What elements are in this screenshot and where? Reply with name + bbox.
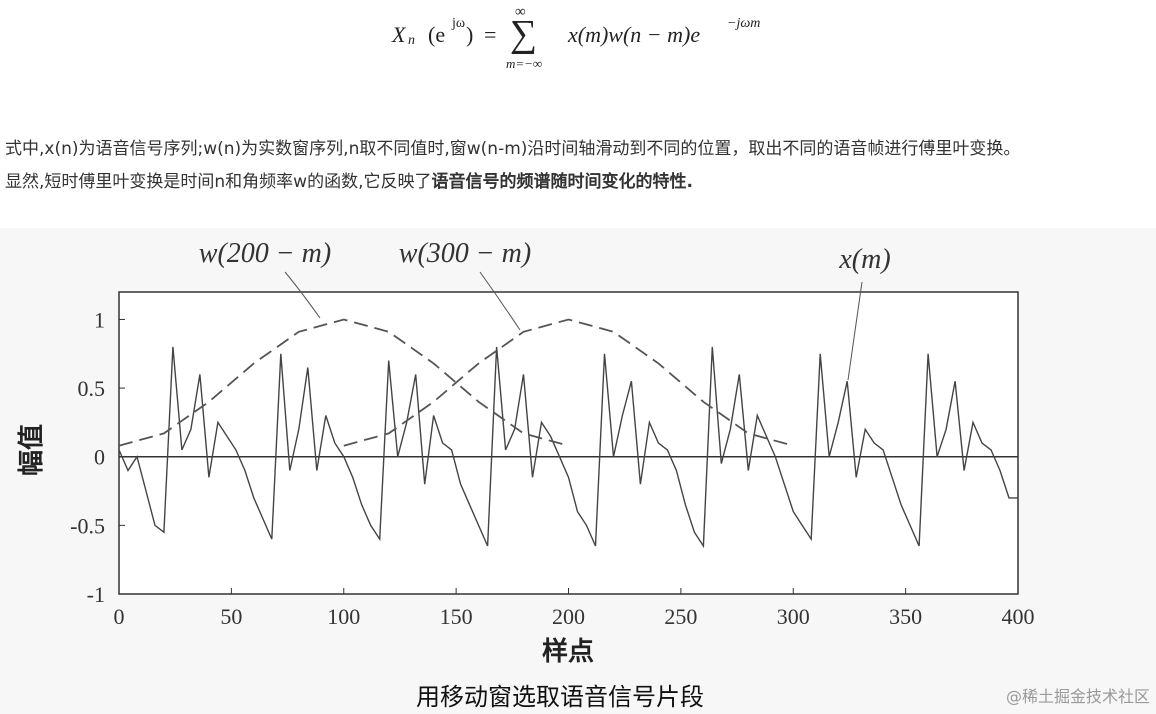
leader-line [479, 271, 521, 331]
y-tick-label: 0 [94, 445, 105, 470]
window-curve [118, 318, 569, 447]
text: 显然,短时傅里叶变换是时间n和角频率w的函数,它反映了 [5, 172, 432, 192]
x-tick-label: 350 [889, 604, 922, 629]
plot-frame [118, 291, 1019, 595]
paragraph-line: 式中,x(n)为语音信号序列;w(n)为实数窗序列,n取不同值时,窗w(n-m)… [5, 139, 1021, 159]
formula-sum: ∑ [510, 13, 538, 55]
leader-line [284, 271, 321, 319]
annotation: x(m) [838, 244, 890, 275]
y-tick-label: -0.5 [70, 513, 105, 538]
bold-text: 语音信号的频谱随时间变化的特性. [431, 172, 693, 192]
formula-eq: = [484, 22, 497, 47]
caption: 用移动窗选取语音信号片段 [416, 683, 704, 711]
formula-term-sup: −jωm [727, 16, 761, 31]
formula-sum-bottom: m=−∞ [506, 56, 543, 71]
y-tick-label: -1 [87, 582, 105, 607]
y-tick-label: 0.5 [78, 376, 106, 401]
y-tick-label: 1 [94, 307, 105, 332]
formula-arg-sup: jω [452, 16, 466, 31]
x-tick-label: 100 [327, 604, 360, 629]
annotation: w(300 − m) [399, 238, 531, 269]
x-tick-label: 300 [777, 604, 810, 629]
x-tick-label: 50 [220, 604, 242, 629]
formula-sum-top: ∞ [515, 4, 526, 20]
formula-term: x(m)w(n − m)e [568, 22, 701, 47]
formula-lhs: X [392, 22, 406, 47]
x-tick-label: 250 [664, 604, 697, 629]
window-curve [343, 318, 794, 447]
annotation: w(200 − m) [199, 238, 331, 269]
x-tick-label: 400 [1002, 604, 1035, 629]
x-tick-label: 200 [552, 604, 585, 629]
formula-arg-close: ) [466, 22, 474, 47]
formula-arg: (e [428, 22, 446, 47]
x-tick-label: 150 [440, 604, 473, 629]
formula-sub: n [408, 33, 415, 48]
x-axis-label: 样点 [542, 636, 594, 666]
leader-line [847, 281, 863, 381]
paragraph-line: 显然,短时傅里叶变换是时间n和角频率w的函数,它反映了语音信号的频谱随时间变化的… [5, 167, 693, 192]
y-axis-label: 幅值 [17, 424, 46, 476]
x-tick-label: 0 [114, 604, 125, 629]
signal-line [118, 346, 1018, 549]
watermark: @稀土掘金技术社区 [1006, 687, 1150, 706]
